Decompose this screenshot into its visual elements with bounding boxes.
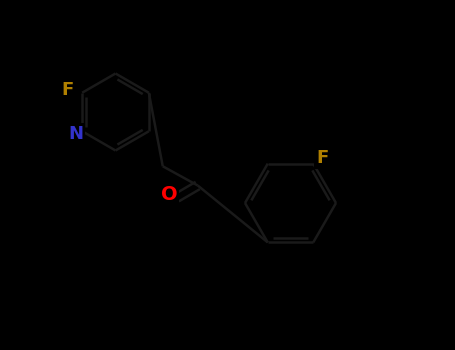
Text: N: N (68, 125, 83, 143)
Text: F: F (316, 149, 328, 167)
Text: O: O (161, 186, 177, 204)
Text: F: F (61, 81, 73, 99)
